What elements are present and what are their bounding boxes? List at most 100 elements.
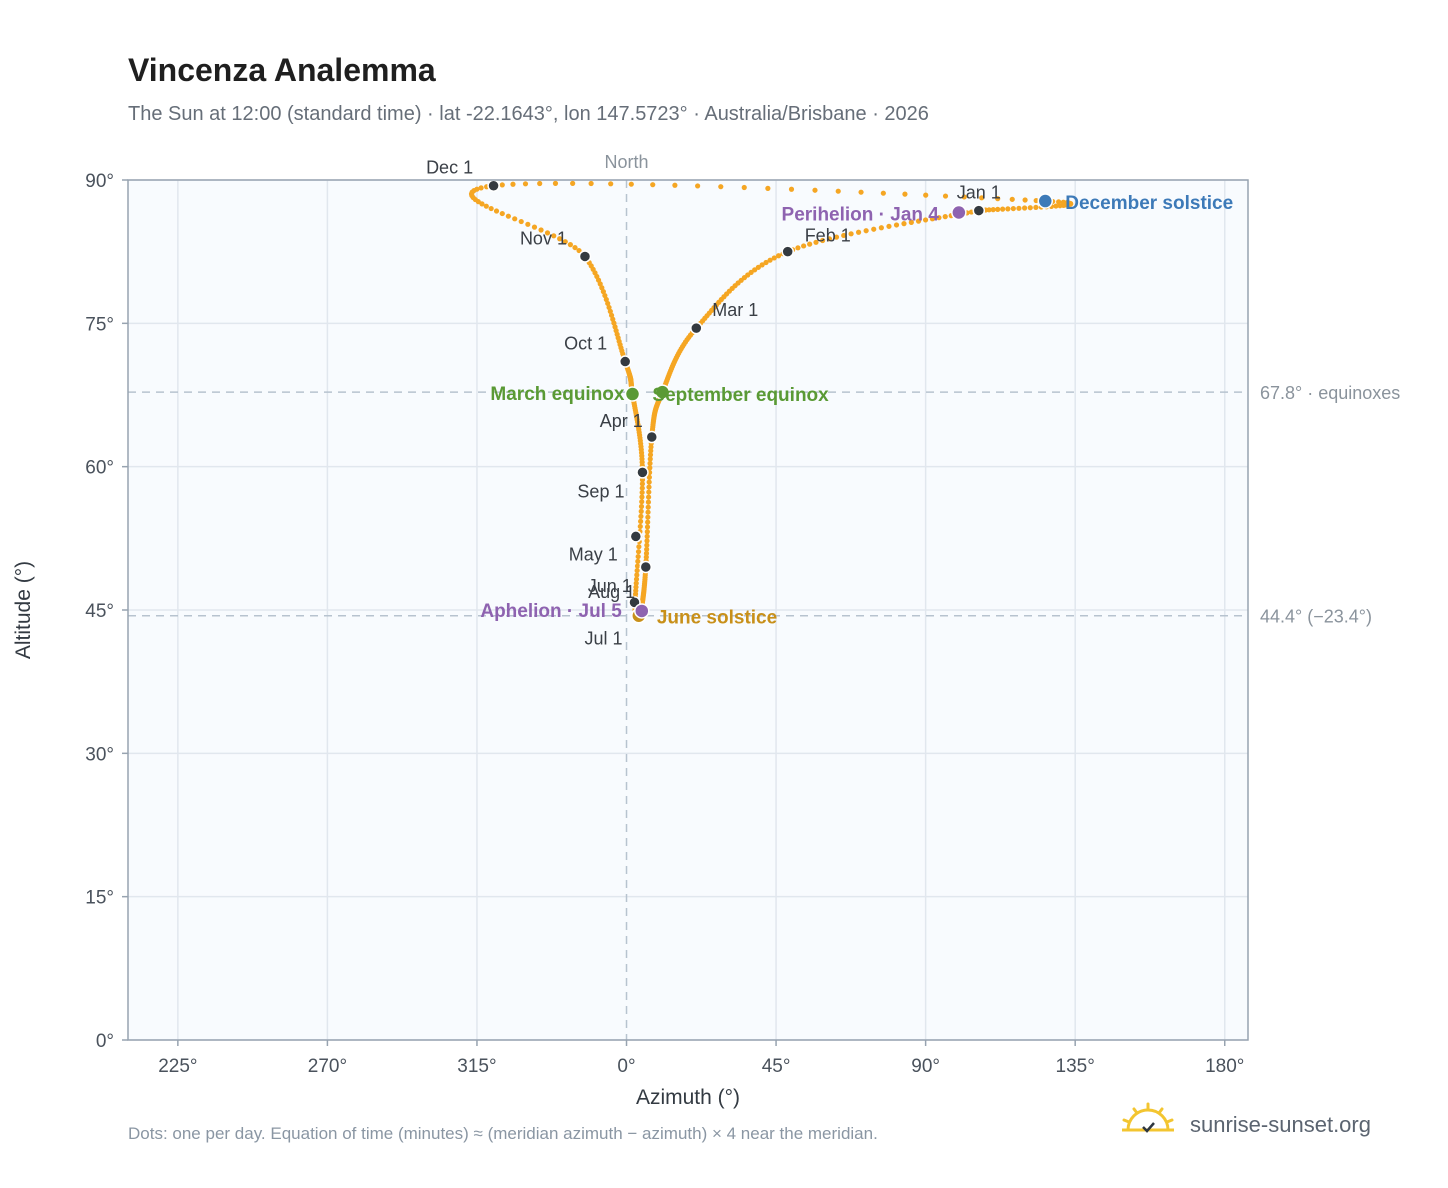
daily-dot bbox=[474, 186, 480, 192]
daily-dot bbox=[1033, 204, 1039, 211]
daily-dot bbox=[755, 264, 761, 270]
daily-dot bbox=[634, 572, 640, 578]
daily-dot bbox=[833, 234, 840, 240]
daily-dot bbox=[763, 259, 769, 266]
daily-dot bbox=[961, 194, 967, 200]
daily-dot bbox=[499, 182, 505, 188]
daily-dot bbox=[647, 456, 653, 462]
daily-dot bbox=[537, 180, 543, 187]
daily-dot bbox=[848, 231, 854, 237]
event-marker bbox=[654, 384, 671, 400]
daily-dot bbox=[643, 550, 650, 556]
event-label: Aphelion · Jul 5 bbox=[480, 601, 622, 622]
month-label: Jan 1 bbox=[957, 183, 1001, 203]
x-tick-label: 90° bbox=[911, 1056, 940, 1077]
month-label: Dec 1 bbox=[426, 158, 473, 178]
daily-dot bbox=[878, 225, 884, 231]
daily-dot bbox=[1057, 203, 1063, 209]
y-tick-label: 75° bbox=[85, 314, 114, 335]
daily-dot bbox=[929, 216, 935, 222]
daily-dot bbox=[871, 226, 877, 232]
daily-dot bbox=[835, 188, 841, 194]
x-tick-label: 180° bbox=[1205, 1056, 1244, 1077]
daily-dot bbox=[645, 514, 651, 520]
month-label: Jul 1 bbox=[584, 628, 622, 648]
daily-dot bbox=[1033, 197, 1039, 204]
daily-dot bbox=[646, 479, 652, 485]
daily-dot bbox=[544, 230, 551, 236]
daily-dot bbox=[1016, 205, 1022, 211]
north-label: North bbox=[605, 152, 649, 172]
daily-dot bbox=[512, 216, 518, 222]
month-marker bbox=[781, 245, 794, 258]
daily-dot bbox=[638, 508, 644, 514]
daily-dot bbox=[634, 567, 640, 574]
event-marker bbox=[1037, 193, 1054, 209]
x-tick-label: 135° bbox=[1056, 1056, 1095, 1077]
month-label: Feb 1 bbox=[805, 226, 851, 246]
daily-dot bbox=[648, 448, 654, 454]
daily-dot bbox=[765, 185, 771, 191]
daily-dot bbox=[605, 300, 611, 307]
month-marker bbox=[629, 530, 643, 543]
daily-dot bbox=[826, 236, 833, 242]
daily-dot bbox=[567, 242, 573, 248]
chart-title: Vincenza Analemma bbox=[128, 52, 436, 88]
daily-dot bbox=[942, 214, 948, 220]
daily-dot bbox=[608, 312, 615, 318]
daily-dot bbox=[647, 452, 654, 458]
reference-line-label: 67.8° · equinoxes bbox=[1260, 383, 1400, 403]
daily-dot bbox=[639, 477, 646, 483]
month-label: Sep 1 bbox=[577, 481, 624, 501]
daily-dot bbox=[551, 233, 557, 239]
month-marker bbox=[618, 355, 632, 368]
month-marker bbox=[645, 430, 659, 444]
daily-dot bbox=[607, 308, 613, 314]
daily-dot bbox=[572, 244, 578, 251]
daily-dot bbox=[645, 499, 652, 505]
reference-lines: 67.8° · equinoxes 44.4° (−23.4°) bbox=[128, 180, 1400, 1040]
daily-dot bbox=[637, 523, 643, 530]
daily-dot bbox=[771, 255, 777, 261]
daily-dot bbox=[525, 221, 531, 227]
event-label: December solstice bbox=[1065, 193, 1233, 214]
daily-dot bbox=[863, 228, 869, 234]
chart-subtitle: The Sun at 12:00 (standard time) · lat -… bbox=[128, 103, 929, 125]
daily-dot bbox=[602, 292, 608, 299]
daily-dot bbox=[557, 236, 563, 242]
y-tick-label: 45° bbox=[85, 601, 114, 622]
daily-dot bbox=[695, 183, 701, 189]
daily-dot bbox=[646, 474, 652, 480]
y-axis-title: Altitude (°) bbox=[12, 561, 35, 659]
daily-dot bbox=[522, 181, 529, 187]
daily-dot bbox=[644, 524, 651, 530]
daily-dot bbox=[603, 296, 609, 303]
month-label: May 1 bbox=[569, 544, 618, 564]
daily-dot bbox=[644, 546, 650, 552]
event-label: June solstice bbox=[657, 608, 777, 629]
daily-dot bbox=[638, 518, 644, 524]
x-tick-label: 315° bbox=[457, 1056, 496, 1077]
y-tick-label: 0° bbox=[96, 1031, 114, 1052]
month-label: Mar 1 bbox=[712, 300, 758, 320]
daily-dot bbox=[795, 245, 801, 251]
daily-dot bbox=[908, 219, 914, 225]
brand[interactable]: sunrise-sunset.org bbox=[1120, 1100, 1400, 1148]
daily-dot bbox=[606, 304, 612, 311]
month-label: Jun 1 bbox=[588, 576, 632, 596]
month-label: Oct 1 bbox=[564, 334, 607, 354]
daily-dot bbox=[510, 181, 516, 187]
y-tick-label: 90° bbox=[85, 171, 114, 192]
daily-dot bbox=[936, 215, 942, 221]
daily-dot bbox=[880, 190, 886, 196]
daily-dot bbox=[538, 227, 544, 233]
daily-dot bbox=[635, 549, 642, 555]
daily-dot bbox=[646, 489, 652, 495]
daily-dot bbox=[902, 191, 908, 197]
daily-dot bbox=[1010, 205, 1016, 212]
event-marker bbox=[634, 603, 650, 619]
daily-dot bbox=[647, 460, 653, 466]
daily-dot bbox=[718, 184, 724, 190]
event-marker bbox=[951, 204, 967, 221]
